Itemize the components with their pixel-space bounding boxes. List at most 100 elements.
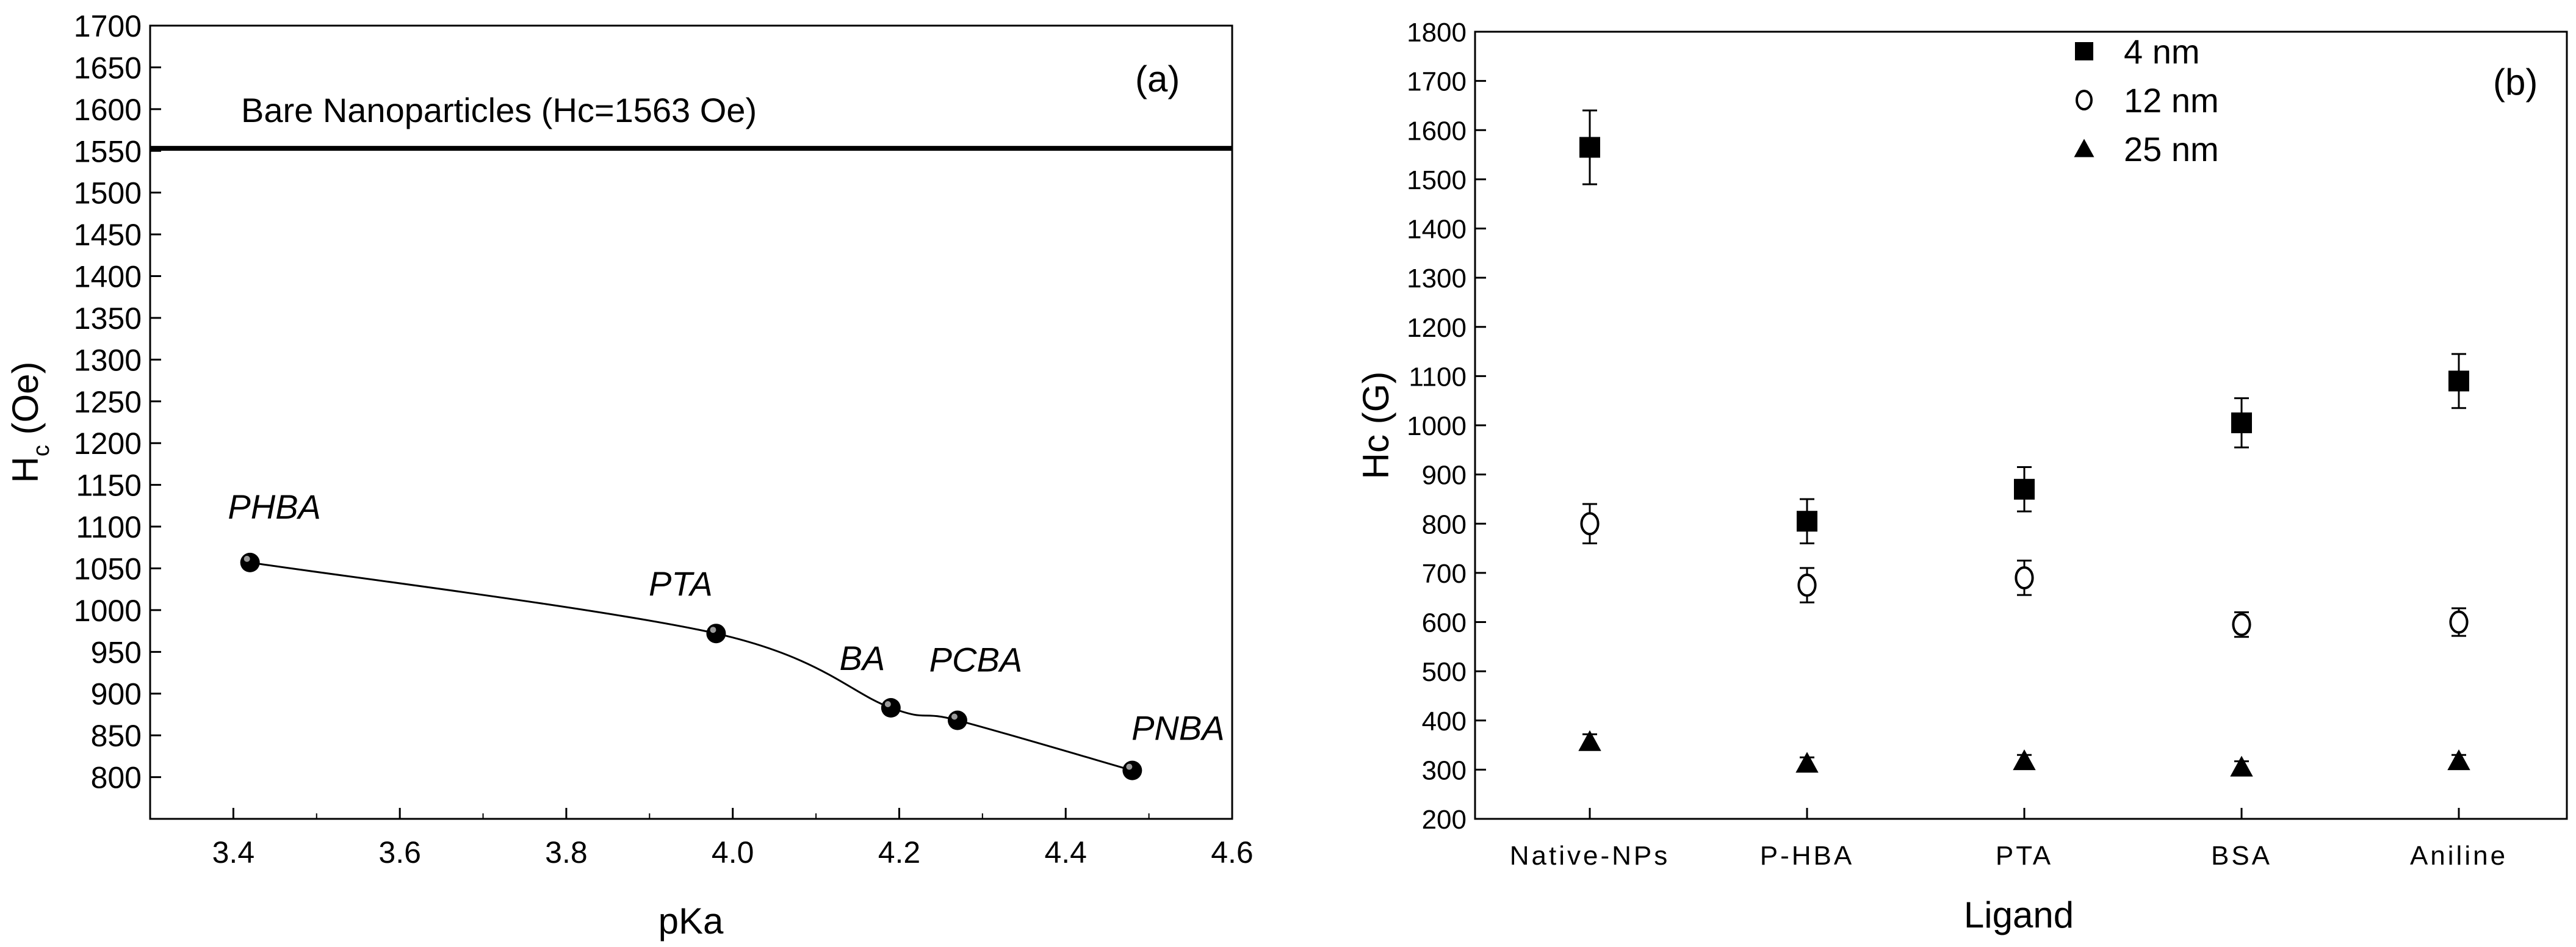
panel-b-legend-label: 25 nm — [2124, 130, 2219, 168]
panel-a-y-label-main: H — [5, 456, 46, 483]
panel-a-x-tick-labels: 3.4 3.6 3.8 4.0 4.2 4.4 4.6 — [212, 835, 1254, 870]
panel-a-point-label: PCBA — [929, 641, 1023, 679]
panel-a-data-point-highlight — [244, 555, 250, 562]
panel-b-data-point — [2013, 749, 2036, 771]
panel-a-y-tick-label: 1450 — [74, 218, 142, 252]
panel-b-y-tick-label: 1300 — [1407, 264, 1467, 293]
panel-a-point-label: BA — [839, 639, 885, 677]
panel-b-y-tick-label: 1700 — [1407, 67, 1467, 97]
panel-b-legend-marker — [2074, 139, 2094, 157]
panel-b-chart: 200 300 400 500 600 700 800 900 1000 1100 1200 1300… — [1355, 18, 2568, 935]
panel-b-data-point — [2015, 566, 2034, 589]
panel-a-chart: 800 850 900 950 1000 1050 1100 1150 1200 1250 1300… — [5, 9, 1254, 942]
panel-a-x-tick-label: 4.2 — [878, 835, 921, 870]
panel-b-data-point — [1795, 752, 1819, 773]
panel-b-panel-label: (b) — [2493, 62, 2538, 103]
panel-a-plot-frame — [149, 24, 1233, 820]
panel-a-y-tick-label: 1550 — [74, 134, 142, 168]
panel-a-data-point — [1122, 760, 1142, 780]
panel-a-y-tick-label: 1600 — [74, 93, 142, 127]
panel-b-x-axis-label: Ligand — [1964, 895, 2074, 935]
panel-b-data-point — [2231, 412, 2252, 433]
panel-a-x-tick-label: 4.0 — [712, 835, 754, 870]
panel-b-y-tick-labels: 200 300 400 500 600 700 800 900 1000 1100 1200 1300… — [1407, 18, 1467, 835]
panel-a-data-point-highlight — [1126, 763, 1133, 770]
panel-b-y-tick-label: 500 — [1422, 657, 1467, 687]
panel-a-y-tick-label: 1300 — [74, 343, 142, 377]
panel-a-x-axis-label: pKa — [658, 901, 724, 942]
panel-a-panel-label: (a) — [1135, 59, 1180, 99]
panel-b-y-tick-label: 900 — [1422, 461, 1467, 491]
panel-b-data-point — [1580, 512, 1600, 536]
panel-a-data-point — [947, 710, 967, 730]
panel-b-data-point — [1578, 730, 1601, 751]
panel-b-y-tick-label: 1500 — [1407, 165, 1467, 195]
panel-a-y-tick-label: 1400 — [74, 260, 142, 294]
panel-a-y-tick-label: 1050 — [74, 552, 142, 586]
panel-a-y-tick-label: 800 — [91, 761, 142, 795]
panel-a-y-axis-label: Hc (Oe) — [5, 361, 54, 483]
panel-a-y-tick-label: 1250 — [74, 385, 142, 419]
panel-a-x-tick-label: 3.4 — [212, 835, 255, 870]
panel-a-ticks — [150, 24, 1233, 819]
panel-a-point-label: PNBA — [1131, 709, 1225, 747]
panel-a-data-points: PHBA PTA BA PCBA PNBA — [228, 488, 1225, 780]
panel-b-y-tick-label: 700 — [1422, 559, 1467, 589]
panel-a-reference-label: Bare Nanoparticles (Hc=1563 Oe) — [241, 91, 757, 129]
panel-b-y-tick-label: 400 — [1422, 707, 1467, 736]
panel-b-x-tick-label: Aniline — [2410, 841, 2508, 871]
panel-b-legend-label: 4 nm — [2124, 32, 2200, 71]
panel-b-x-tick-label: Native-NPs — [1510, 841, 1670, 871]
panel-b-data-point — [2448, 370, 2469, 392]
panel-a-y-tick-labels: 800 850 900 950 1000 1050 1100 1150 1200 1250 1300… — [74, 9, 142, 795]
panel-b-data-point — [2449, 610, 2469, 634]
panel-b-series — [1578, 109, 2470, 777]
panel-a-y-label-unit: (Oe) — [5, 361, 46, 445]
panel-b-y-tick-label: 1800 — [1407, 18, 1467, 48]
panel-b-x-tick-label: P-HBA — [1760, 841, 1854, 871]
panel-b-y-tick-label: 300 — [1422, 755, 1467, 785]
panel-a-data-point — [881, 698, 901, 718]
panel-b-series-2 — [1578, 730, 2470, 777]
panel-b-y-tick-label: 1200 — [1407, 313, 1467, 343]
panel-a-x-tick-label: 4.6 — [1211, 835, 1254, 870]
panel-a-y-tick-label: 1000 — [74, 594, 142, 628]
panel-a-data-point-highlight — [884, 701, 891, 707]
panel-b-ticks — [1475, 31, 2460, 820]
panel-b-data-point — [1797, 574, 1817, 597]
panel-a-data-point-highlight — [710, 627, 716, 633]
panel-a-data-point-highlight — [951, 713, 958, 720]
panel-b-y-tick-label: 1600 — [1407, 116, 1467, 146]
panel-a-y-tick-label: 850 — [91, 719, 142, 753]
panel-a-point-label: PTA — [649, 564, 713, 603]
panel-b-data-point — [2447, 749, 2470, 771]
panel-a-data-point — [706, 624, 726, 644]
panel-a-y-tick-label: 1100 — [76, 510, 142, 544]
panel-b-legend-marker — [2076, 90, 2093, 110]
panel-b-data-point — [2232, 613, 2251, 636]
panel-a-x-tick-label: 3.8 — [545, 835, 588, 870]
panel-a-fit-curve — [250, 561, 1133, 772]
panel-a-data-point — [240, 552, 260, 572]
panel-a-y-tick-label: 1350 — [74, 301, 142, 336]
panel-a-y-tick-label: 1700 — [74, 9, 142, 43]
panel-b-y-tick-label: 1100 — [1409, 362, 1467, 392]
panel-b-series-1 — [1580, 503, 2469, 638]
panel-b-x-tick-label: PTA — [1996, 841, 2053, 871]
panel-b-y-tick-label: 600 — [1422, 608, 1467, 638]
panel-b-legend-marker — [2075, 42, 2093, 60]
panel-b-y-tick-label: 800 — [1422, 510, 1467, 539]
panel-a-y-label-sub: c — [29, 445, 54, 456]
panel-b-data-point — [1797, 511, 1817, 532]
panel-b-legend-label: 12 nm — [2124, 81, 2219, 120]
panel-a-point-label: PHBA — [228, 488, 321, 526]
panel-b-y-tick-label: 1000 — [1407, 411, 1467, 441]
panel-b-y-tick-label: 200 — [1422, 805, 1467, 835]
panel-b-y-axis-label: Hc (G) — [1355, 372, 1396, 480]
panel-a-y-tick-label: 950 — [91, 635, 142, 669]
panel-a-y-tick-label: 1200 — [74, 427, 142, 461]
panel-a-y-tick-label: 1500 — [74, 176, 142, 211]
panel-b-data-point — [2014, 478, 2035, 500]
